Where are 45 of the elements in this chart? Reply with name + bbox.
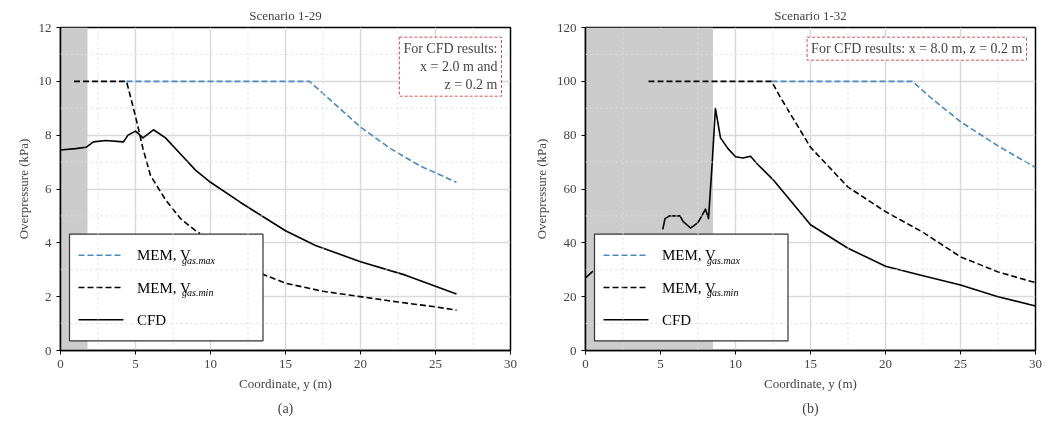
x-axis-title: Coordinate, y (m) bbox=[239, 375, 332, 391]
y-tick-label: 10 bbox=[38, 73, 52, 89]
y-tick-label: 20 bbox=[563, 288, 577, 304]
x-tick-label: 25 bbox=[429, 355, 442, 371]
x-tick-label: 25 bbox=[954, 355, 967, 371]
y-tick-label: 2 bbox=[45, 288, 52, 304]
x-tick-label: 0 bbox=[57, 355, 64, 371]
legend-label: CFD bbox=[662, 311, 692, 328]
x-tick-label: 20 bbox=[354, 355, 367, 371]
y-axis-title: Overpressure (kPa) bbox=[534, 138, 549, 240]
y-tick-label: 100 bbox=[557, 73, 577, 89]
y-axis-title: Overpressure (kPa) bbox=[15, 138, 31, 240]
y-tick-label: 80 bbox=[563, 127, 577, 143]
x-tick-label: 0 bbox=[582, 355, 589, 371]
x-tick-label: 10 bbox=[729, 355, 742, 371]
x-tick-label: 10 bbox=[204, 355, 217, 371]
x-tick-label: 15 bbox=[804, 355, 817, 371]
x-tick-label: 15 bbox=[279, 355, 292, 371]
y-tick-label: 0 bbox=[570, 342, 577, 358]
chart-title: Scenario 1-32 bbox=[774, 7, 847, 23]
y-tick-label: 8 bbox=[45, 127, 52, 143]
chart-title: Scenario 1-29 bbox=[249, 7, 322, 23]
legend-label: MEM, Vgas.max bbox=[137, 247, 216, 266]
y-tick-label: 40 bbox=[563, 234, 577, 250]
x-tick-label: 5 bbox=[657, 355, 664, 371]
y-tick-label: 0 bbox=[45, 342, 52, 358]
y-tick-label: 120 bbox=[557, 19, 577, 35]
x-tick-label: 30 bbox=[504, 355, 517, 371]
annotation: For CFD results: x = 8.0 m, z = 0.2 m bbox=[811, 41, 1023, 57]
text: (b) bbox=[802, 400, 819, 417]
legend-label: MEM, Vgas.max bbox=[662, 247, 741, 266]
legend-label: MEM, Vgas.min bbox=[662, 279, 739, 299]
x-tick-label: 30 bbox=[1029, 355, 1042, 371]
y-tick-label: 4 bbox=[45, 234, 52, 250]
y-tick-label: 60 bbox=[563, 181, 577, 196]
y-tick-label: 6 bbox=[45, 181, 52, 196]
y-tick-label: 12 bbox=[38, 19, 52, 35]
legend-label: MEM, Vgas.min bbox=[137, 279, 214, 299]
x-tick-label: 20 bbox=[879, 355, 892, 371]
line-series bbox=[770, 80, 1036, 169]
text: (a) bbox=[277, 400, 294, 417]
annotation: For CFD results: x = 2.0 m and z = 0.2 m bbox=[403, 41, 498, 93]
x-tick-label: 5 bbox=[132, 355, 139, 371]
legend-label: CFD bbox=[137, 311, 167, 328]
x-axis-title: Coordinate, y (m) bbox=[764, 375, 857, 391]
